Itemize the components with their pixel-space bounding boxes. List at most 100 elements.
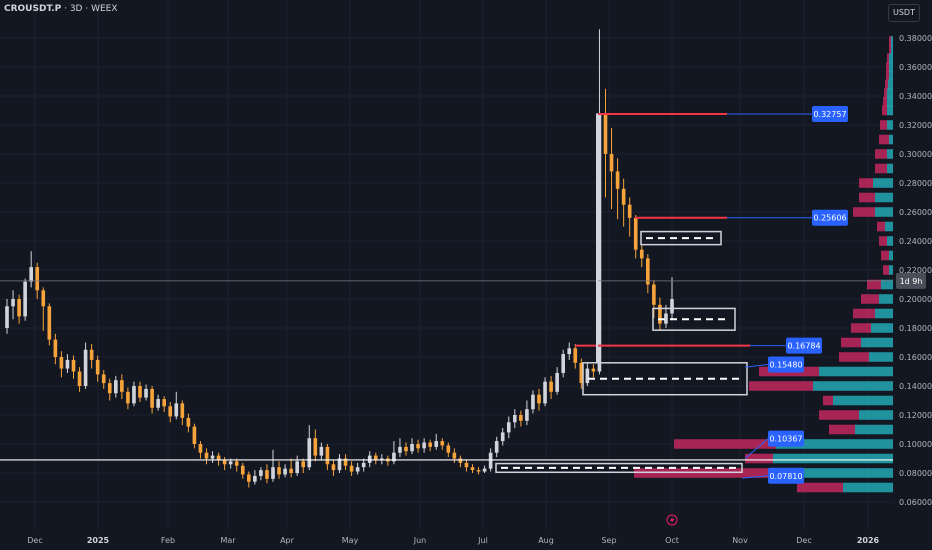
time-axis[interactable]: Dec 2025 Feb Mar Apr May Jun Jul Aug Sep Oct Nov Dec… <box>27 514 880 545</box>
price-label-text: 0.25606 <box>813 214 846 223</box>
demand-zone-box <box>582 362 748 396</box>
volume-bar-pink <box>859 192 875 203</box>
volume-bar-pink <box>883 265 889 275</box>
price-label-box <box>768 430 804 447</box>
candle-body <box>29 267 33 282</box>
candle-body <box>652 284 656 305</box>
volume-bar-teal <box>859 410 893 420</box>
price-tick-label: 0.24000 <box>899 237 932 246</box>
candle-body <box>458 458 463 463</box>
volume-bar-teal <box>887 88 893 98</box>
volume-bar-teal <box>843 482 893 493</box>
candle-body <box>53 339 58 357</box>
price-tick-label: 0.36000 <box>899 63 932 72</box>
candle-body <box>253 475 257 482</box>
candle-body <box>500 432 505 442</box>
candle-body <box>337 458 342 471</box>
candle-body <box>452 452 457 459</box>
volume-bar-teal <box>875 308 893 319</box>
candle-body <box>609 154 614 172</box>
candle-body <box>470 467 475 471</box>
candle-body <box>494 441 499 453</box>
volume-bar-pink <box>883 97 887 107</box>
candle-body <box>537 394 541 404</box>
label-connector <box>744 364 769 368</box>
volume-bar-pink <box>829 424 855 435</box>
candle-body <box>639 249 644 259</box>
volume-bar-pink <box>887 53 889 64</box>
candle-body <box>573 348 578 363</box>
candle-body <box>11 299 15 307</box>
volume-bar-pink <box>861 294 879 304</box>
candle-body <box>144 388 148 398</box>
volume-bar-pink <box>882 105 887 116</box>
volume-bar-teal <box>887 105 893 116</box>
volume-bar-pink <box>889 36 891 46</box>
currency-button[interactable]: USDT <box>888 4 920 22</box>
volume-bar-teal <box>875 207 893 217</box>
price-tick-label: 0.30000 <box>899 150 932 159</box>
candle-body <box>525 409 529 421</box>
candle-body <box>89 349 94 360</box>
candle-body <box>150 388 154 408</box>
candle-body <box>519 415 523 421</box>
volume-bar-teal <box>889 265 893 275</box>
candle-body <box>234 461 239 466</box>
candle-body <box>277 467 281 475</box>
candle-body <box>361 462 366 468</box>
time-tick-label: Sep <box>601 536 616 545</box>
candle-body <box>355 467 360 472</box>
candle-body <box>204 452 209 459</box>
symbol-name: CROUSDT.P <box>4 4 62 14</box>
volume-bar-teal <box>861 337 893 348</box>
price-tick-label: 0.12000 <box>899 411 932 420</box>
candle-body <box>23 281 27 317</box>
price-axis[interactable]: 0.38000 0.36000 0.34000 0.32000 0.30000 0.280… <box>899 34 932 507</box>
price-tick-label: 0.38000 <box>899 34 932 43</box>
candle-body <box>615 171 620 189</box>
candle-body <box>138 386 142 398</box>
candle-body <box>513 415 517 423</box>
candle-body <box>446 445 451 453</box>
volume-bar-pink <box>875 149 887 159</box>
price-label-text: 0.07810 <box>769 472 802 481</box>
candle-body <box>464 462 469 468</box>
candle-body <box>633 217 638 250</box>
volume-bar-teal <box>871 323 893 333</box>
volume-bar-pink <box>839 352 869 362</box>
candle-body <box>126 391 130 404</box>
label-connector <box>744 438 769 459</box>
price-label-text: 0.15480 <box>769 361 802 370</box>
candle-body <box>162 399 166 407</box>
volume-bar-teal <box>889 134 893 145</box>
symbol-header[interactable]: CROUSDT.P · 3D · WEEX <box>4 4 118 14</box>
time-tick-label: 2026 <box>857 536 880 545</box>
candle-body <box>325 446 330 465</box>
candle-body <box>531 394 535 410</box>
price-label-text: 0.16784 <box>787 342 820 351</box>
lightning-icon[interactable] <box>666 514 678 526</box>
volume-bar-teal <box>873 178 893 188</box>
candle-body <box>597 113 602 372</box>
candle-body <box>271 467 275 479</box>
volume-bar-pink <box>881 250 889 261</box>
price-tick-label: 0.28000 <box>899 179 932 188</box>
volume-bar-pink <box>745 453 773 464</box>
candle-body <box>156 399 160 408</box>
time-tick-label: Apr <box>280 536 295 545</box>
candle-body <box>35 267 40 291</box>
volume-bar-teal <box>889 70 893 81</box>
separator: · <box>82 4 92 14</box>
candle-body <box>107 383 112 394</box>
price-tick-label: 0.08000 <box>899 469 932 478</box>
candle-body <box>5 306 9 328</box>
volume-bar-teal <box>881 279 893 290</box>
candle-body <box>174 403 179 417</box>
candle-body <box>658 304 662 324</box>
time-tick-label: May <box>342 536 359 545</box>
time-tick-label: Aug <box>538 536 554 545</box>
volume-bar-pink <box>851 323 871 333</box>
volume-bar-teal <box>887 149 893 159</box>
